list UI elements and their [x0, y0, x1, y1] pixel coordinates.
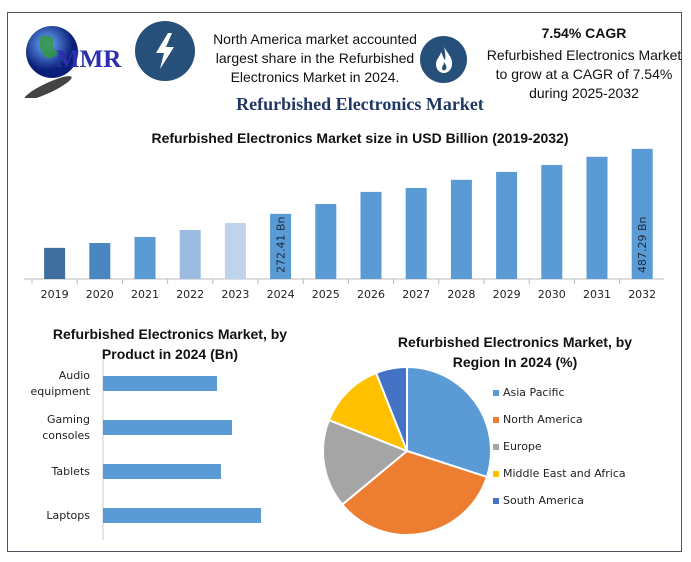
- bar-2024: [270, 213, 292, 279]
- region-pie-chart: Asia Pacific North America Europe Middle Ea…: [322, 365, 626, 536]
- legend-label: North America: [503, 413, 583, 426]
- product-chart-title-line: Refurbished Electronics Market, by: [52, 326, 288, 342]
- x-tick-label: 2027: [402, 288, 430, 301]
- bar-2030: [541, 164, 563, 279]
- pie-slice-south-america: [374, 365, 408, 452]
- bar-2026: [360, 191, 382, 279]
- fact-right-line: Refurbished Electronics Market: [486, 47, 682, 63]
- category-label: equipment: [30, 385, 90, 398]
- product-chart-title: Refurbished Electronics Market, by Produ…: [40, 324, 300, 364]
- bar-gaming-consoles: [103, 420, 232, 435]
- bar-2022: [179, 229, 201, 279]
- x-tick-label: 2028: [447, 288, 475, 301]
- bar-laptops: [103, 508, 261, 523]
- legend-label: South America: [503, 494, 584, 507]
- bar-2021: [134, 236, 156, 279]
- data-label: 487.29 Bn: [636, 216, 649, 273]
- x-tick-label: 2022: [176, 288, 204, 301]
- category-label: Gaming: [47, 413, 90, 426]
- legend-label: Asia Pacific: [503, 386, 565, 399]
- category-label: Audio: [59, 369, 91, 382]
- x-tick-label: 2024: [267, 288, 295, 301]
- bar-2031: [586, 156, 608, 279]
- bar-2023: [224, 223, 246, 279]
- region-chart-title: Refurbished Electronics Market, by Regio…: [385, 332, 645, 372]
- fact-left-line: Electronics Market in 2024.: [230, 69, 400, 85]
- x-tick-label: 2019: [41, 288, 69, 301]
- bar-chart-title: Refurbished Electronics Market size in U…: [151, 130, 569, 146]
- bar-2019: [44, 247, 66, 279]
- bar-2032: [631, 148, 653, 279]
- cagr-title: 7.54% CAGR: [541, 25, 627, 41]
- fact-right-line: during 2025-2032: [529, 85, 639, 101]
- pie-slice-north-america: [340, 449, 489, 536]
- globe-logo-icon: [24, 26, 78, 98]
- fact-left-line: North America market accounted: [213, 31, 417, 47]
- data-label: 272.41 Bn: [275, 216, 288, 273]
- bar-audio-equipment: [103, 376, 217, 391]
- x-tick-label: 2026: [357, 288, 385, 301]
- product-bar-chart: Audio equipment Gaming consoles Tablets Lapto…: [30, 360, 261, 540]
- legend-swatch: [493, 444, 499, 450]
- bar-2020: [89, 243, 111, 279]
- legend-swatch: [493, 417, 499, 423]
- fact-left: North America market accounted largest s…: [205, 30, 425, 87]
- legend-swatch: [493, 471, 499, 477]
- flame-icon: [420, 36, 467, 83]
- legend-label: Middle East and Africa: [503, 467, 626, 480]
- x-tick-label: 2025: [312, 288, 340, 301]
- legend-label: Europe: [503, 440, 542, 453]
- bar-2029: [496, 171, 518, 279]
- lightning-icon: [135, 21, 195, 81]
- x-tick-label: 2023: [221, 288, 249, 301]
- fact-right: Refurbished Electronics Market to grow a…: [484, 46, 684, 103]
- x-tick-label: 2021: [131, 288, 159, 301]
- fact-right-line: to grow at a CAGR of 7.54%: [495, 66, 673, 82]
- logo-text: MMR: [56, 46, 122, 73]
- product-chart-title-line: Product in 2024 (Bn): [101, 346, 239, 362]
- fact-left-line: largest share in the Refurbished: [215, 50, 415, 66]
- bar-2027: [405, 187, 427, 279]
- x-tick-label: 2020: [86, 288, 114, 301]
- infographic-frame: [7, 12, 682, 552]
- x-tick-label: 2030: [538, 288, 566, 301]
- region-chart-title-line: Refurbished Electronics Market, by: [397, 334, 633, 350]
- legend-swatch: [493, 498, 499, 504]
- category-label: consoles: [42, 429, 90, 442]
- category-label: Tablets: [51, 465, 91, 478]
- bar-2028: [450, 179, 472, 279]
- legend-swatch: [493, 390, 499, 396]
- pie-slice-asia-pacific: [406, 365, 492, 479]
- x-tick-label: 2032: [628, 288, 656, 301]
- category-label: Laptops: [46, 509, 90, 522]
- main-title: Refurbished Electronics Market: [236, 94, 484, 114]
- market-size-bar-chart: 2019 2020 2021 2022 2023 2024 272.41 Bn 2025 202…: [24, 148, 664, 301]
- pie-slice-europe: [322, 418, 409, 506]
- x-tick-label: 2031: [583, 288, 611, 301]
- bar-2025: [315, 203, 337, 279]
- pie-slice-middle-east-and-africa: [327, 371, 409, 453]
- x-tick-label: 2029: [493, 288, 521, 301]
- bar-tablets: [103, 464, 221, 479]
- region-chart-title-line: Region In 2024 (%): [452, 354, 578, 370]
